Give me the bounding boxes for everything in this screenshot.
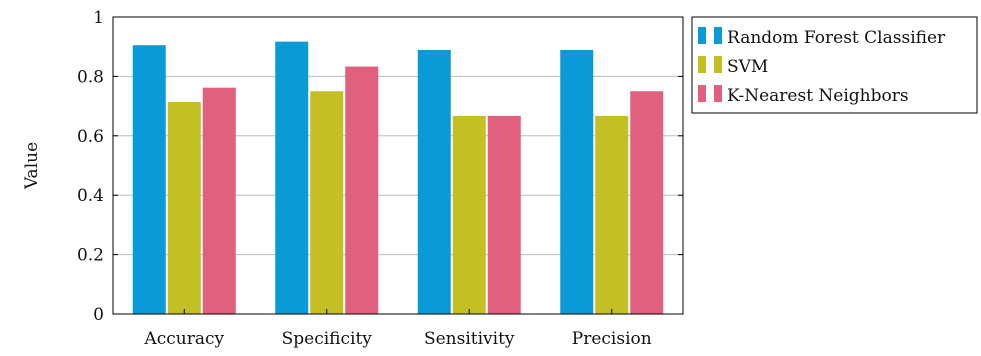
bar	[275, 41, 309, 314]
bar	[202, 87, 236, 314]
bar	[452, 115, 486, 314]
legend-label: SVM	[727, 57, 768, 77]
plot-frame	[112, 16, 684, 315]
legend-swatch	[714, 56, 722, 73]
y-tick-label: 0	[93, 305, 104, 325]
bars-layer	[132, 41, 664, 315]
legend-swatch	[698, 85, 706, 102]
bar	[417, 49, 451, 314]
y-tick-label: 1	[93, 8, 104, 28]
legend-swatch	[698, 56, 706, 73]
y-tick-label: 0.2	[77, 246, 104, 266]
y-tick-label: 0.4	[77, 186, 104, 206]
y-axis: 0 0.2 0.4 0.6 0.8 1	[77, 8, 683, 325]
legend-swatch	[698, 27, 706, 44]
legend-frame	[691, 16, 978, 114]
legend: Random Forest Classifier SVM K-Nearest Nei…	[691, 16, 978, 114]
bar	[310, 91, 344, 314]
legend-swatch	[714, 85, 722, 102]
bar	[345, 66, 379, 314]
bar	[487, 115, 521, 314]
x-axis: Accuracy Specificity Sensitivity Precision	[143, 309, 652, 349]
x-tick-label: Precision	[572, 329, 652, 349]
bar	[595, 115, 629, 314]
legend-swatch	[714, 27, 722, 44]
bar	[630, 91, 664, 314]
bar	[167, 101, 201, 314]
x-tick-label: Accuracy	[143, 329, 224, 349]
legend-label: K-Nearest Neighbors	[727, 86, 909, 106]
y-tick-label: 0.8	[77, 67, 104, 87]
legend-label: Random Forest Classifier	[727, 28, 946, 48]
bar	[560, 49, 594, 314]
y-tick-label: 0.6	[77, 127, 104, 147]
bar	[132, 45, 166, 315]
y-axis-title: Value	[22, 142, 42, 190]
x-tick-label: Specificity	[282, 329, 373, 349]
x-tick-label: Sensitivity	[424, 329, 515, 349]
